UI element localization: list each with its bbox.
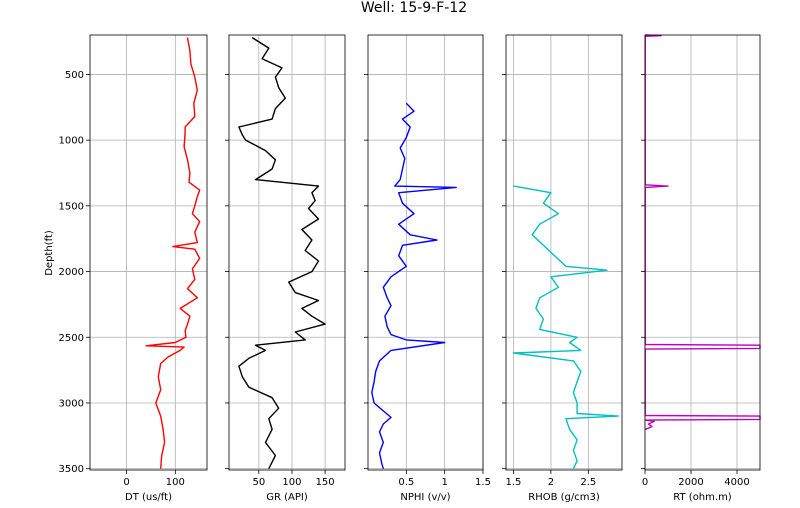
figure-title: Well: 15-9-F-12 [361,0,467,16]
track-frame [228,34,346,471]
series-line-gr [238,37,326,470]
y-axis-label: Depth(ft) [44,230,55,276]
x-tick-label: 100 [166,477,185,488]
y-tick-label: 1500 [59,201,84,212]
x-axis-label: GR (API) [266,492,308,503]
x-tick-label: 2.5 [580,477,596,488]
x-tick-label: 0 [642,477,648,488]
track-gr: 50 100 150 GR (API) [225,34,346,503]
track-rt: 0 2000 4000 RT (ohm.m) [641,34,761,503]
y-tick-label: 2500 [59,333,84,344]
y-tick-label: 3500 [59,464,84,475]
x-axis-label: RHOB (g/cm3) [528,492,600,503]
x-tick-label: 4000 [724,477,749,488]
x-axis-label: DT (us/ft) [125,492,172,503]
track-frame [367,34,484,471]
y-tick-label: 1000 [59,136,84,147]
track-dt: 0 100 DT (us/ft) 500 1000 1500 2000 2500 3000 350… [59,34,208,503]
y-tick-label: 2000 [59,267,84,278]
x-tick-label: 100 [282,477,301,488]
x-tick-label: 0.5 [398,477,414,488]
x-tick-label: 1.5 [475,477,491,488]
track-frame [505,34,623,471]
y-tick-label: 3000 [59,398,84,409]
x-tick-label: 2 [548,477,554,488]
x-tick-label: 150 [316,477,335,488]
series-line-dt [145,37,201,469]
track-nphi: 0.5 1 1.5 NPHI (v/v) [364,34,491,503]
x-tick-label: 1.5 [506,477,522,488]
x-tick-label: 1 [441,477,447,488]
x-tick-label: 2000 [678,477,703,488]
x-tick-label: 0 [123,477,129,488]
track-rhob: 1.5 2 2.5 RHOB (g/cm3) [502,34,623,503]
x-axis-label: RT (ohm.m) [673,492,732,503]
track-frame [644,34,761,471]
series-line-nphi [371,102,457,469]
y-tick-label: 500 [65,70,84,81]
track-frame [89,34,208,471]
series-line-rt [644,34,761,430]
x-tick-label: 50 [252,477,265,488]
x-axis-label: NPHI (v/v) [400,492,450,503]
series-line-rhob [512,185,619,469]
